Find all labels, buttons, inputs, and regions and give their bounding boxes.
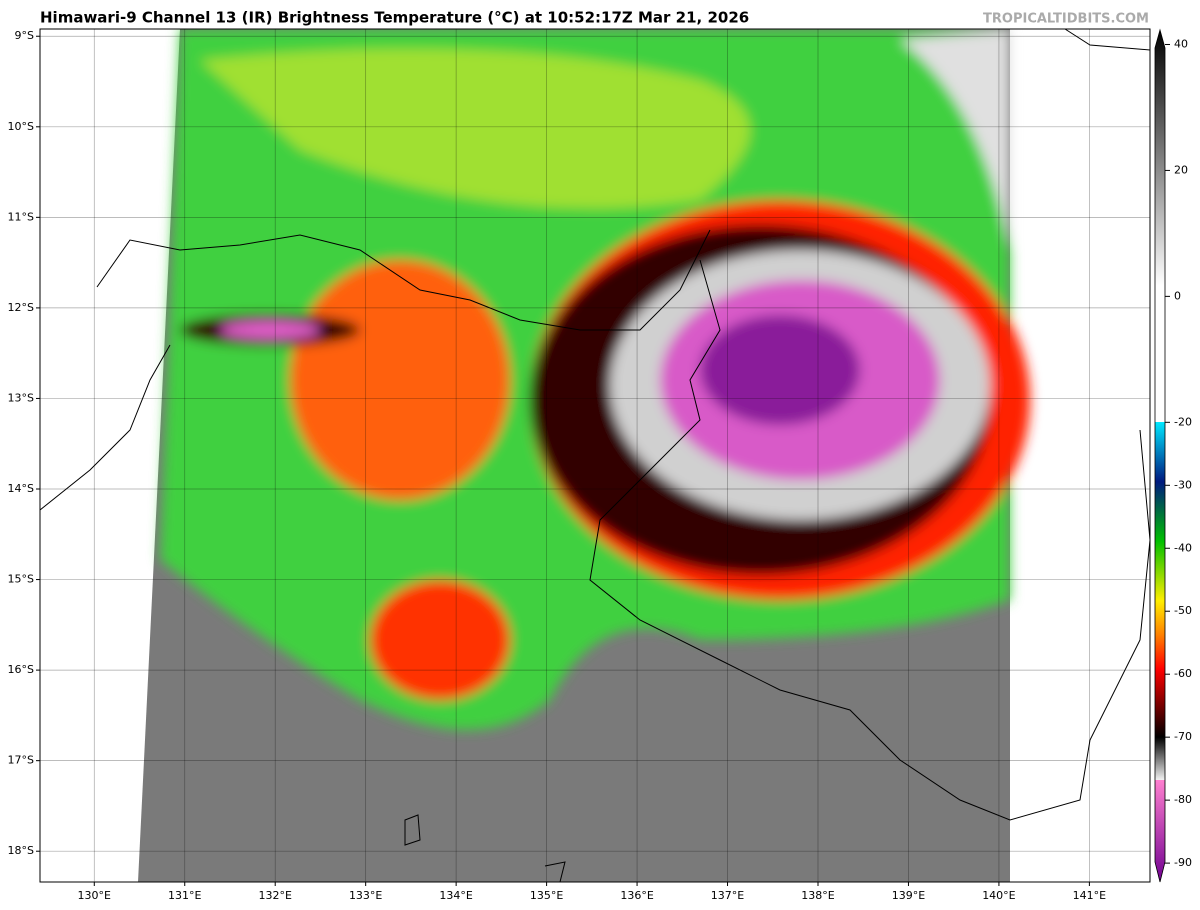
graticule: 9°S 10°S 11°S 12°S 13°S 14°S 15°S 16°S 17°S 18°S 1… xyxy=(8,29,1150,902)
satellite-imagery xyxy=(138,29,1030,882)
map-frame xyxy=(39,28,1151,883)
colorbar-tick-label: -50 xyxy=(1174,604,1192,617)
lat-tick-label: 16°S xyxy=(8,663,34,676)
lat-tick-label: 10°S xyxy=(8,120,34,133)
colorbar-tick-label: -60 xyxy=(1174,667,1192,680)
colorbar-tick-label: -30 xyxy=(1174,478,1192,491)
lat-tick-label: 15°S xyxy=(8,573,34,586)
lat-tick-label: 18°S xyxy=(8,844,34,857)
colorbar-tick-label: -90 xyxy=(1174,856,1192,869)
lon-tick-label: 135°E xyxy=(530,889,563,902)
colorbar-ticks: 40 20 0 -20 -30 -40 -50 -60 -70 -80 -90 xyxy=(1165,37,1192,869)
lon-tick-label: 134°E xyxy=(439,889,472,902)
lon-tick-label: 130°E xyxy=(78,889,111,902)
colorbar xyxy=(1154,28,1166,883)
lon-tick-label: 141°E xyxy=(1073,889,1106,902)
lat-tick-label: 9°S xyxy=(15,29,34,42)
colorbar-tick-label: 20 xyxy=(1174,163,1188,176)
lon-tick-label: 133°E xyxy=(349,889,382,902)
lat-tick-label: 14°S xyxy=(8,482,34,495)
lat-tick-label: 11°S xyxy=(8,210,34,223)
lon-tick-label: 131°E xyxy=(168,889,201,902)
lat-tick-label: 13°S xyxy=(8,391,34,404)
colorbar-tick-label: -80 xyxy=(1174,793,1192,806)
colorbar-tick-label: -20 xyxy=(1174,415,1192,428)
colorbar-tick-label: 0 xyxy=(1174,289,1181,302)
map-title: Himawari-9 Channel 13 (IR) Brightness Te… xyxy=(40,9,749,27)
colorbar-tick-label: 40 xyxy=(1174,37,1188,50)
lat-tick-label: 17°S xyxy=(8,754,34,767)
lon-tick-label: 137°E xyxy=(711,889,744,902)
watermark: TROPICALTIDBITS.COM xyxy=(983,12,1149,27)
lat-tick-label: 12°S xyxy=(8,301,34,314)
colorbar-tick-label: -40 xyxy=(1174,541,1192,554)
colorbar-tick-label: -70 xyxy=(1174,730,1192,743)
lon-tick-label: 138°E xyxy=(801,889,834,902)
lon-tick-label: 140°E xyxy=(982,889,1015,902)
coastlines xyxy=(39,28,1151,883)
lon-tick-label: 136°E xyxy=(620,889,653,902)
lon-tick-label: 139°E xyxy=(892,889,925,902)
lon-tick-label: 132°E xyxy=(258,889,291,902)
